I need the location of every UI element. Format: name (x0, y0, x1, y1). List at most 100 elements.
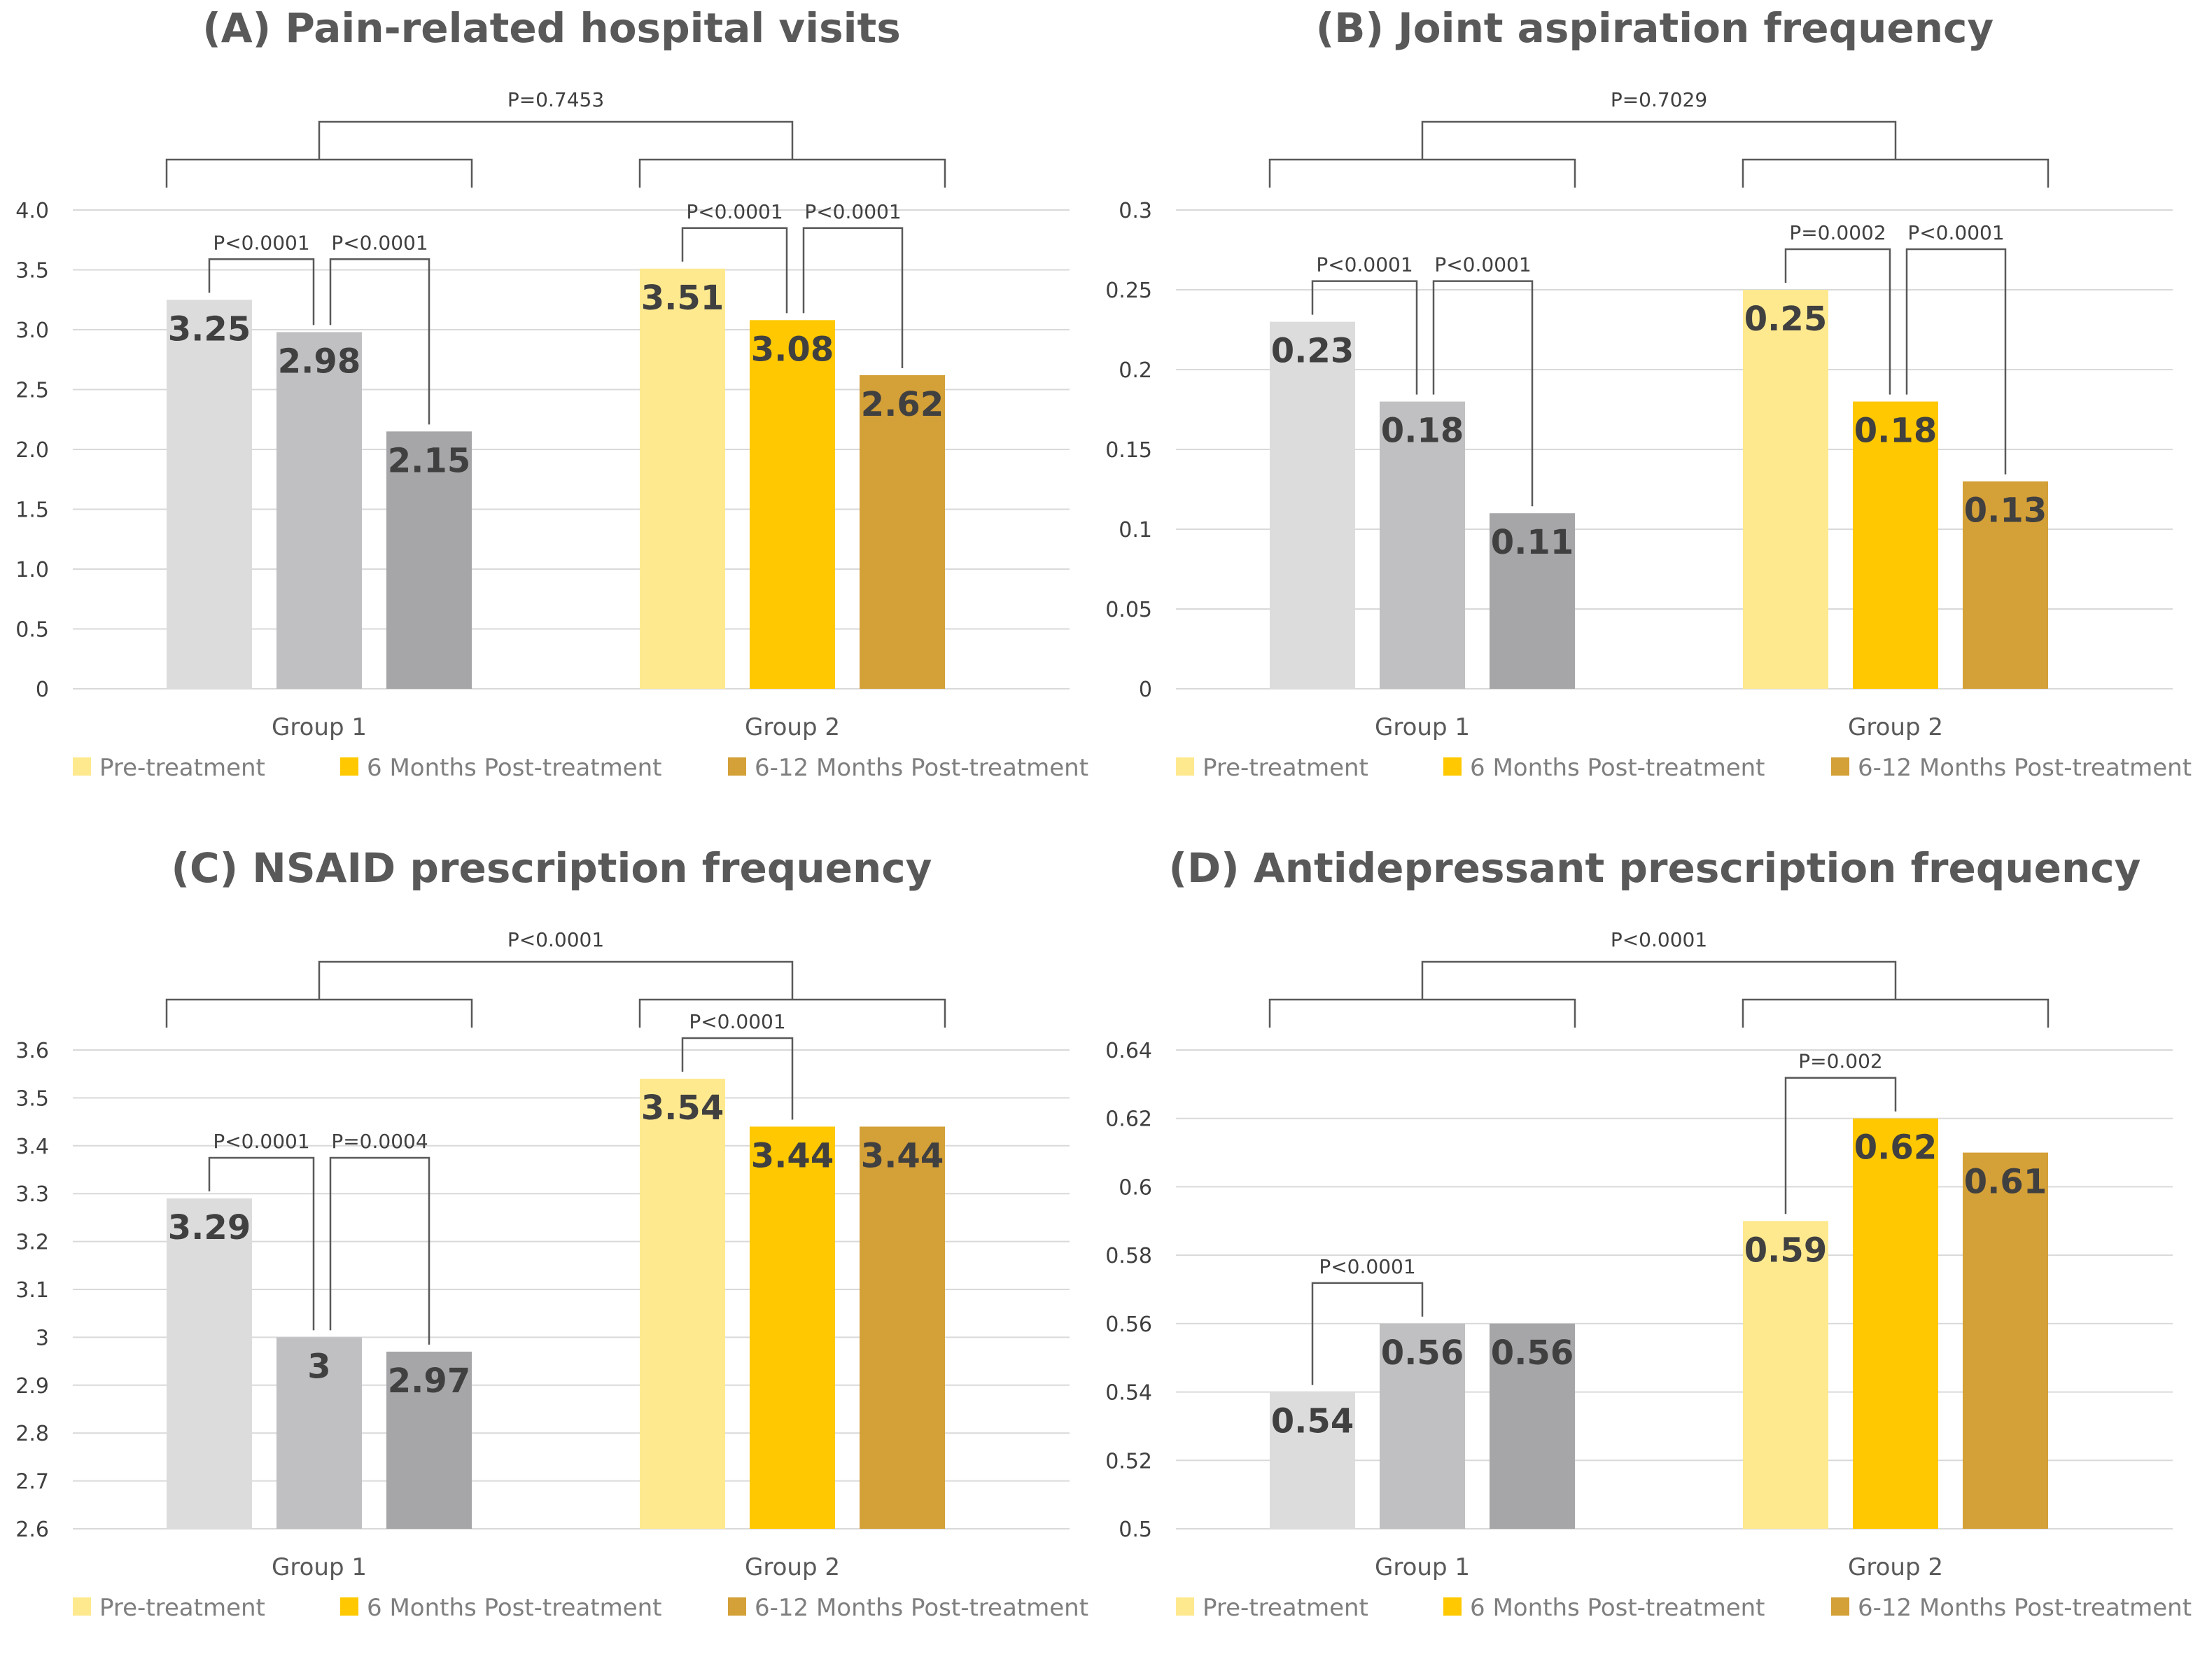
y-tick-label: 2.8 (15, 1422, 49, 1446)
y-tick-label: 2.6 (15, 1518, 49, 1542)
legend-label: Pre-treatment (1203, 754, 1368, 782)
legend-label: Pre-treatment (99, 754, 265, 782)
chart-svg: 2.6 2.7 2.8 2.9 3 3.1 3.2 3.3 3.4 3.5 3.6 3.29 3 2.97… (15, 928, 1088, 1622)
comparison-bracket (208, 1156, 315, 1331)
bar (860, 1126, 945, 1529)
bar (1490, 513, 1575, 689)
group-bracket (1268, 158, 1576, 188)
data-label: 0.18 (1381, 412, 1464, 451)
data-label: 0.13 (1964, 491, 2047, 531)
y-tick-label: 3.6 (15, 1039, 49, 1063)
chart-svg: 0 0.05 0.1 0.15 0.2 0.25 0.3 0.23 0.18 0.11 Group … (1105, 88, 2192, 782)
legend-label: 6-12 Months Post-treatment (1858, 754, 2192, 782)
comparison-bracket (1784, 248, 1891, 395)
y-tick-label: 0.62 (1105, 1107, 1152, 1132)
legend-swatch (340, 1597, 358, 1616)
group-bracket (638, 998, 946, 1028)
comparison-bracket (1784, 1077, 1897, 1214)
category-label: Group 2 (745, 713, 840, 741)
legend-label: 6 Months Post-treatment (1470, 1594, 1765, 1622)
y-tick-label: 0.05 (1105, 598, 1152, 622)
y-tick-label: 2.5 (15, 379, 49, 403)
legend-swatch (1443, 757, 1462, 776)
group-bracket (1268, 998, 1576, 1028)
legend-swatch (1831, 757, 1849, 776)
data-label: 2.97 (388, 1362, 470, 1401)
comparison-bracket (329, 1156, 430, 1345)
legend-label: Pre-treatment (1203, 1594, 1368, 1622)
comparison-bracket (329, 258, 430, 425)
y-tick-label: 3.3 (15, 1182, 49, 1207)
y-tick-label: 0.3 (1119, 199, 1152, 223)
bar (640, 1079, 725, 1529)
data-label: 3.08 (751, 330, 834, 369)
group-p-value: P<0.0001 (507, 928, 604, 951)
comparison-bracket (802, 227, 904, 368)
y-tick-label: 0 (1139, 678, 1152, 702)
comparison-bracket (1311, 1282, 1424, 1385)
chart-title: (A) Pain-related hospital visits (202, 4, 901, 52)
y-tick-label: 3.5 (15, 1086, 49, 1111)
bar (276, 1337, 362, 1529)
bar (1743, 290, 1828, 689)
data-label: 0.56 (1491, 1334, 1574, 1373)
y-tick-label: 0.5 (1119, 1518, 1152, 1542)
chart-panel-b: (B) Joint aspiration frequency 0 0.05 0.1 0… (1103, 0, 2206, 840)
bar (1963, 1152, 2048, 1529)
y-tick-label: 2.9 (15, 1374, 49, 1399)
group-comparison-bracket (318, 120, 794, 160)
data-label: 0.62 (1854, 1128, 1937, 1168)
bar (1963, 481, 2048, 689)
legend-swatch (73, 1597, 91, 1616)
comparison-bracket (1311, 280, 1418, 395)
comparison-bracket (1432, 280, 1534, 507)
data-label: 0.56 (1381, 1334, 1464, 1373)
bar (750, 320, 835, 689)
legend-label: 6-12 Months Post-treatment (755, 1594, 1088, 1622)
y-tick-label: 0.58 (1105, 1244, 1152, 1268)
legend-swatch (1176, 1597, 1194, 1616)
comparison-p-value: P<0.0001 (686, 200, 783, 223)
legend-swatch (1443, 1597, 1462, 1616)
legend-swatch (73, 757, 91, 776)
y-tick-label: 0.15 (1105, 438, 1152, 463)
y-tick-label: 3.0 (15, 318, 49, 343)
y-tick-label: 3.1 (15, 1278, 49, 1303)
group-bracket (638, 158, 946, 188)
data-label: 3.51 (641, 279, 724, 318)
group-comparison-bracket (1421, 120, 1897, 160)
comparison-p-value: P<0.0001 (689, 1010, 785, 1033)
data-label: 3.29 (168, 1208, 251, 1247)
bar (1853, 1118, 1938, 1529)
y-tick-label: 3 (36, 1326, 49, 1350)
bar (1380, 1323, 1465, 1529)
category-label: Group 1 (272, 713, 367, 741)
group-bracket (165, 158, 473, 188)
legend-swatch (1831, 1597, 1849, 1616)
y-tick-label: 1.0 (15, 558, 49, 582)
bar (167, 1198, 252, 1529)
y-tick-label: 2.0 (15, 438, 49, 463)
data-label: 0.54 (1271, 1402, 1354, 1441)
group-bracket (1742, 998, 2050, 1028)
bar (167, 300, 252, 689)
y-tick-label: 0.5 (15, 618, 49, 643)
category-label: Group 1 (272, 1553, 367, 1581)
chart-panel-c: (C) NSAID prescription frequency 2.6 2.7 2… (0, 840, 1103, 1680)
bar (1490, 1323, 1575, 1529)
group-comparison-bracket (318, 960, 794, 1000)
data-label: 3.25 (168, 309, 251, 349)
category-label: Group 2 (745, 1553, 840, 1581)
comparison-p-value: P<0.0001 (1434, 253, 1531, 276)
legend-label: 6-12 Months Post-treatment (755, 754, 1088, 782)
bar (276, 332, 362, 689)
legend-label: 6 Months Post-treatment (1470, 754, 1765, 782)
data-label: 0.25 (1744, 300, 1827, 339)
comparison-bracket (681, 1037, 794, 1120)
data-label: 2.98 (278, 342, 360, 381)
y-tick-label: 3.4 (15, 1135, 49, 1159)
comparison-p-value: P<0.0001 (804, 200, 901, 223)
chart-title: (D) Antidepressant prescription frequenc… (1168, 844, 2141, 892)
bar (1853, 401, 1938, 689)
chart-panel-a: (A) Pain-related hospital visits 0 0.5 1.0… (0, 0, 1103, 840)
